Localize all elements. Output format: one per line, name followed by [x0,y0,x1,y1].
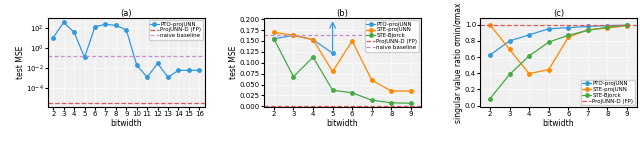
PTO-projUNN [143,76,151,78]
STE-projUNN [309,39,317,40]
Legend: PTO-projUNN, STE-projUNN, STE-Bjorck, ProjUNN-D (FP), naive baseline: PTO-projUNN, STE-projUNN, STE-Bjorck, Pr… [365,20,419,52]
naive baseline [250,34,258,36]
ProjUNN-D (FP) [39,102,47,104]
STE-projUNN [368,79,376,81]
STE-projUNN [584,29,592,30]
STE-Bjorck [623,24,631,26]
ProjUNN-D (FP) [250,105,258,107]
Y-axis label: test MSE: test MSE [229,46,238,79]
Legend: PTO-projUNN, ProjUNN-D (FP), naive baseline: PTO-projUNN, ProjUNN-D (FP), naive basel… [148,20,203,40]
naive baseline [29,56,36,57]
PTO-projUNN [604,25,611,27]
STE-projUNN [486,24,494,26]
ProjUNN-D (FP) [231,105,239,107]
STE-Bjorck [309,56,317,58]
STE-Bjorck [290,76,298,78]
Title: (c): (c) [553,9,564,17]
STE-projUNN [604,27,611,29]
STE-projUNN [623,25,631,27]
Line: STE-Bjorck: STE-Bjorck [488,23,628,100]
PTO-projUNN [133,64,141,66]
PTO-projUNN [525,34,533,36]
PTO-projUNN [564,27,572,28]
naive baseline [39,56,47,57]
STE-Bjorck [348,92,356,94]
STE-projUNN [564,37,572,38]
Line: PTO-projUNN: PTO-projUNN [488,23,628,57]
Line: STE-projUNN: STE-projUNN [272,31,413,93]
Title: (a): (a) [120,9,132,17]
PTO-projUNN [329,52,337,54]
PTO-projUNN [196,70,204,71]
STE-Bjorck [564,34,572,36]
PTO-projUNN [112,25,120,26]
STE-Bjorck [604,26,611,28]
PTO-projUNN [81,57,88,58]
STE-projUNN [506,49,513,50]
PTO-projUNN [70,31,78,33]
ProjUNN-D (FP) [447,24,454,26]
PTO-projUNN [91,26,99,27]
PTO-projUNN [584,26,592,27]
STE-projUNN [387,90,395,92]
PTO-projUNN [60,22,67,23]
Line: STE-Bjorck: STE-Bjorck [272,37,413,105]
PTO-projUNN [122,29,130,31]
PTO-projUNN [185,70,193,71]
STE-Bjorck [545,41,552,43]
STE-Bjorck [506,74,513,75]
STE-projUNN [329,71,337,72]
PTO-projUNN [290,34,298,36]
Line: STE-projUNN: STE-projUNN [488,23,628,75]
X-axis label: bitwidth: bitwidth [326,119,358,128]
PTO-projUNN [309,39,317,40]
Y-axis label: singular value ratio σmin/σmax: singular value ratio σmin/σmax [454,3,463,123]
PTO-projUNN [102,24,109,25]
STE-projUNN [545,69,552,70]
PTO-projUNN [486,54,494,56]
PTO-projUNN [623,24,631,26]
STE-projUNN [525,73,533,74]
PTO-projUNN [154,62,161,64]
STE-Bjorck [584,30,592,31]
Line: PTO-projUNN: PTO-projUNN [51,21,201,79]
STE-projUNN [270,31,278,33]
PTO-projUNN [506,40,513,42]
PTO-projUNN [175,70,182,71]
STE-Bjorck [387,102,395,104]
STE-Bjorck [329,89,337,91]
STE-Bjorck [486,98,494,100]
PTO-projUNN [49,37,57,38]
STE-Bjorck [270,38,278,40]
STE-projUNN [407,90,415,92]
ProjUNN-D (FP) [29,102,36,104]
STE-projUNN [348,40,356,42]
PTO-projUNN [270,38,278,40]
PTO-projUNN [164,76,172,78]
X-axis label: bitwidth: bitwidth [111,119,142,128]
Line: PTO-projUNN: PTO-projUNN [272,34,334,55]
Title: (b): (b) [337,9,348,17]
STE-Bjorck [368,99,376,101]
X-axis label: bitwidth: bitwidth [543,119,574,128]
Y-axis label: test MSE: test MSE [15,46,24,79]
Legend: PTO-projUNN, STE-projUNN, STE-Bjorck, ProjUNN-D (FP): PTO-projUNN, STE-projUNN, STE-Bjorck, Pr… [581,80,635,105]
ProjUNN-D (FP) [467,24,474,26]
PTO-projUNN [545,28,552,30]
STE-Bjorck [525,55,533,57]
naive baseline [231,34,239,36]
STE-projUNN [290,34,298,36]
STE-Bjorck [407,102,415,104]
